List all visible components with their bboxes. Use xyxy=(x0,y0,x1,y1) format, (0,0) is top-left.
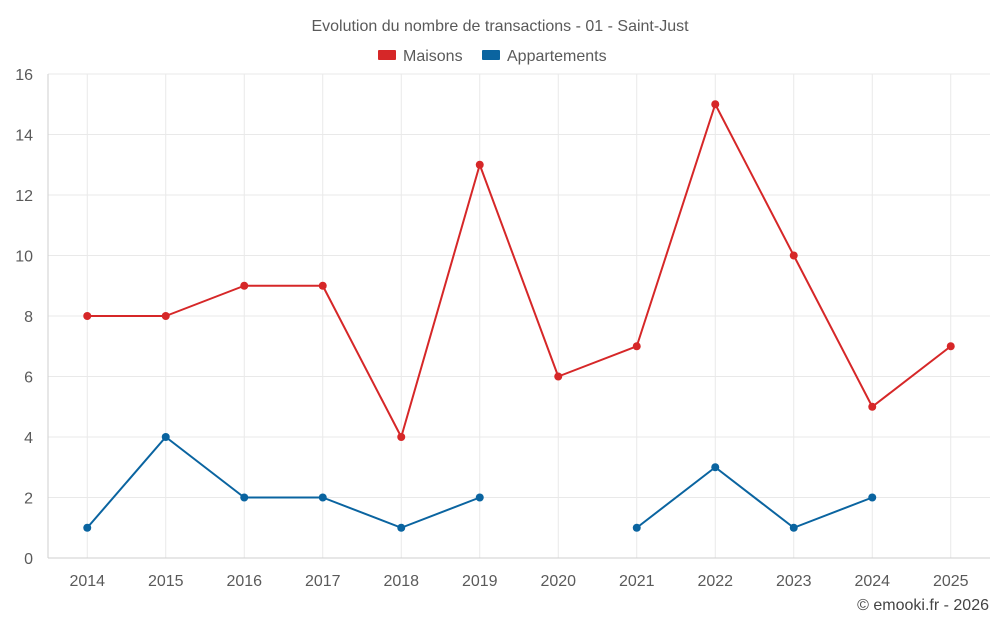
credit-text: © emooki.fr - 2026 xyxy=(857,597,989,614)
data-point-maisons[interactable] xyxy=(632,342,641,351)
x-tick-label: 2016 xyxy=(226,573,262,590)
x-tick-label: 2017 xyxy=(305,573,341,590)
series-layer xyxy=(83,100,955,532)
data-point-maisons[interactable] xyxy=(397,433,406,441)
y-tick-label: 4 xyxy=(24,430,33,447)
x-tick-label: 2021 xyxy=(619,573,655,590)
data-point-appartements[interactable] xyxy=(161,433,170,441)
data-point-appartements[interactable] xyxy=(83,523,92,532)
x-tick-label: 2014 xyxy=(69,573,105,590)
x-tick-label: 2025 xyxy=(933,573,969,590)
legend-label-maisons: Maisons xyxy=(403,48,463,65)
data-point-maisons[interactable] xyxy=(318,281,327,290)
y-tick-label: 10 xyxy=(15,249,33,266)
series-appartements xyxy=(83,433,877,532)
series-line-appartements xyxy=(86,436,481,529)
data-point-appartements[interactable] xyxy=(868,493,877,502)
legend-swatch-appartements xyxy=(482,50,500,60)
x-tick-label: 2018 xyxy=(383,573,419,590)
series-maisons xyxy=(83,100,955,441)
data-point-appartements[interactable] xyxy=(711,463,720,472)
chart-title: Evolution du nombre de transactions - 01… xyxy=(311,18,689,35)
data-point-maisons[interactable] xyxy=(161,312,170,320)
axes: 0 2 4 6 8 10 12 14 16 2014 2015 2016 2017 2018 2019 202… xyxy=(15,67,990,590)
data-point-maisons[interactable] xyxy=(554,372,563,381)
data-point-appartements[interactable] xyxy=(789,523,798,532)
data-point-maisons[interactable] xyxy=(475,160,484,169)
y-tick-label: 16 xyxy=(15,67,33,84)
data-point-appartements[interactable] xyxy=(318,493,327,502)
data-point-maisons[interactable] xyxy=(946,342,955,351)
legend-swatch-maisons xyxy=(378,50,396,60)
series-line-maisons xyxy=(86,103,952,438)
data-point-appartements[interactable] xyxy=(475,493,484,502)
x-tick-label: 2024 xyxy=(854,573,890,590)
legend-item-maisons[interactable]: Maisons xyxy=(378,48,463,65)
series-line-appartements xyxy=(635,466,874,529)
grid xyxy=(48,73,990,558)
data-point-maisons[interactable] xyxy=(240,281,249,290)
y-tick-label: 14 xyxy=(15,128,33,145)
data-point-maisons[interactable] xyxy=(789,251,798,260)
x-tick-label: 2023 xyxy=(776,573,812,590)
data-point-maisons[interactable] xyxy=(83,312,92,320)
x-tick-label: 2015 xyxy=(148,573,184,590)
y-tick-label: 6 xyxy=(24,370,33,387)
y-tick-label: 2 xyxy=(24,491,33,508)
legend-label-appartements: Appartements xyxy=(507,48,607,65)
data-point-appartements[interactable] xyxy=(632,523,641,532)
data-point-maisons[interactable] xyxy=(711,100,720,109)
y-tick-label: 12 xyxy=(15,188,33,205)
data-point-appartements[interactable] xyxy=(397,523,406,532)
y-tick-label: 0 xyxy=(24,551,33,568)
y-tick-label: 8 xyxy=(24,309,33,326)
x-tick-label: 2020 xyxy=(540,573,576,590)
data-point-maisons[interactable] xyxy=(868,402,877,411)
data-point-appartements[interactable] xyxy=(240,493,249,502)
legend: Maisons Appartements xyxy=(378,48,607,65)
legend-item-appartements[interactable]: Appartements xyxy=(482,48,607,65)
x-tick-label: 2022 xyxy=(697,573,733,590)
x-tick-label: 2019 xyxy=(462,573,498,590)
